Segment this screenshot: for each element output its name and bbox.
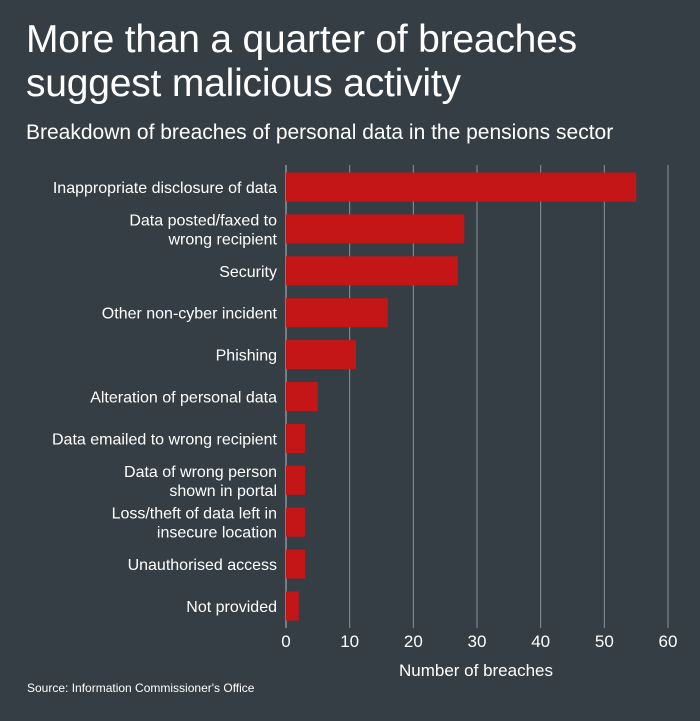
category-label-6: Alteration of personal data bbox=[90, 390, 277, 407]
category-label-7: Data emailed to wrong recipient bbox=[52, 431, 278, 448]
bar-1 bbox=[286, 172, 637, 202]
category-label-5: Phishing bbox=[216, 348, 277, 365]
chart-title: More than a quarter of breaches suggest … bbox=[26, 18, 577, 105]
x-tick-label-30: 30 bbox=[468, 632, 487, 651]
chart-subtitle: Breakdown of breaches of personal data i… bbox=[26, 121, 614, 144]
category-label-10: Unauthorised access bbox=[128, 557, 277, 574]
category-label-3: Security bbox=[219, 264, 277, 281]
bar-10 bbox=[286, 549, 306, 579]
bar-9 bbox=[286, 507, 306, 537]
bar-8 bbox=[286, 465, 306, 495]
x-tick-label-0: 0 bbox=[281, 632, 290, 651]
source-note: Source: Information Commissioner's Offic… bbox=[27, 681, 255, 695]
bar-6 bbox=[286, 382, 318, 411]
x-tick-label-10: 10 bbox=[340, 632, 359, 651]
category-label-1: Inappropriate disclosure of data bbox=[53, 180, 277, 197]
bar-5 bbox=[286, 340, 357, 370]
bar-4 bbox=[286, 298, 388, 328]
x-tick-label-40: 40 bbox=[531, 632, 550, 651]
category-label-9: Loss/theft of data left in insecure locat… bbox=[112, 506, 277, 542]
bar-3 bbox=[286, 256, 458, 286]
x-tick-label-60: 60 bbox=[659, 632, 678, 651]
x-axis-label: Number of breaches bbox=[399, 661, 553, 680]
category-label-8: Data of wrong person shown in portal bbox=[124, 464, 277, 500]
bar-11 bbox=[286, 591, 299, 621]
category-label-4: Other non-cyber incident bbox=[102, 306, 278, 323]
x-tick-label-20: 20 bbox=[404, 632, 423, 651]
bar-7 bbox=[286, 423, 306, 453]
bar-2 bbox=[286, 214, 465, 244]
x-tick-label-50: 50 bbox=[595, 632, 614, 651]
category-label-2: Data posted/faxed to wrong recipient bbox=[129, 212, 277, 248]
category-label-11: Not provided bbox=[186, 599, 277, 616]
